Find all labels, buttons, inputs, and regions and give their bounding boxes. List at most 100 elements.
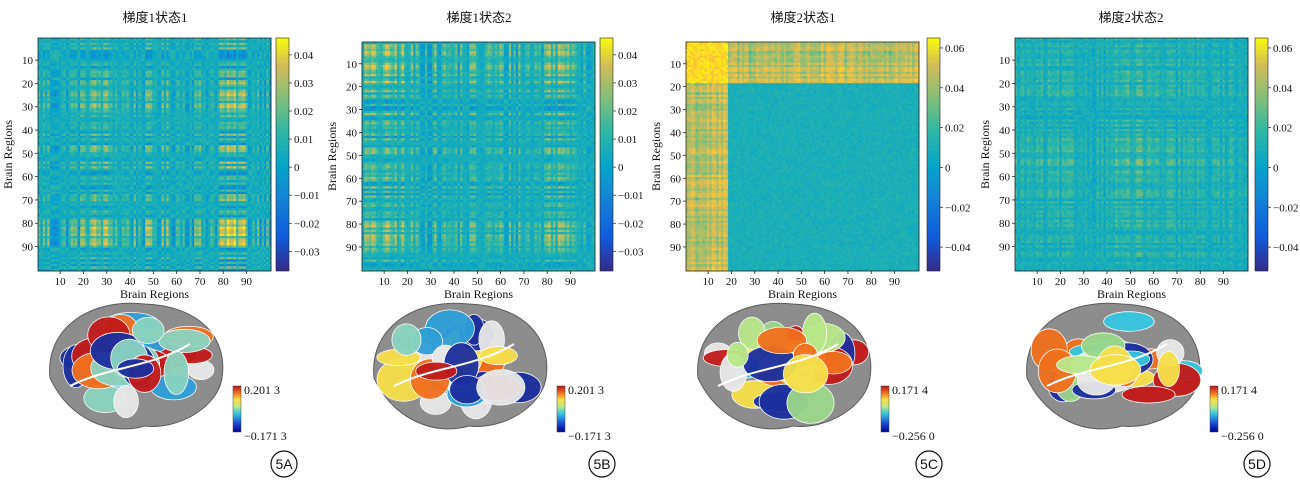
heatmap-cell — [103, 54, 106, 57]
heatmap-cell — [108, 47, 111, 50]
heatmap-cell — [61, 38, 64, 41]
heatmap-cell — [99, 38, 102, 41]
heatmap-cell — [155, 38, 158, 41]
heatmap-cell — [66, 43, 69, 46]
heatmap-cell — [145, 57, 148, 60]
heatmap-cell — [259, 57, 262, 60]
heatmap-cell — [245, 52, 248, 55]
heatmap-cell — [52, 57, 55, 60]
heatmap-cell — [243, 54, 246, 57]
heatmap-cell — [187, 54, 190, 57]
heatmap-cell — [38, 47, 41, 50]
heatmap-cell — [64, 54, 67, 57]
heatmap-cell — [138, 45, 141, 48]
heatmap-cell — [194, 50, 197, 53]
heatmap-cell — [143, 50, 146, 53]
heatmap-cell — [178, 47, 181, 50]
heatmap-cell — [136, 47, 139, 50]
heatmap-cell — [45, 50, 48, 53]
heatmap-cell — [61, 45, 64, 48]
heatmap-cell — [152, 52, 155, 55]
heatmap-cell — [185, 50, 188, 53]
heatmap-cell — [103, 47, 106, 50]
heatmap-cell — [250, 57, 253, 60]
heatmap-cell — [189, 54, 192, 57]
heatmap-cell — [145, 54, 148, 57]
heatmap-cell — [38, 52, 41, 55]
heatmap-cell — [127, 38, 130, 41]
heatmap-cell — [178, 57, 181, 60]
heatmap-cell — [122, 38, 125, 41]
heatmap-cell — [155, 43, 158, 46]
heatmap-cell — [171, 57, 174, 60]
heatmap-cell — [92, 45, 95, 48]
heatmap-cell — [38, 50, 41, 53]
heatmap-cell — [99, 47, 102, 50]
heatmap-cell — [141, 57, 144, 60]
heatmap-cell — [222, 57, 225, 60]
heatmap-cell — [134, 47, 137, 50]
heatmap-cell — [159, 50, 162, 53]
heatmap-cell — [106, 57, 109, 60]
heatmap-cell — [166, 57, 169, 60]
heatmap-cell — [255, 57, 258, 60]
heatmap-cell — [148, 40, 151, 43]
heatmap-cell — [71, 50, 74, 53]
heatmap-cell — [131, 50, 134, 53]
heatmap-cell — [138, 47, 141, 50]
heatmap-cell — [148, 50, 151, 53]
heatmap-cell — [115, 54, 118, 57]
heatmap-cell — [108, 59, 111, 62]
heatmap-cell — [134, 40, 137, 43]
heatmap-cell — [117, 40, 120, 43]
heatmap-cell — [257, 43, 260, 46]
heatmap-cell — [155, 52, 158, 55]
heatmap-cell — [71, 45, 74, 48]
heatmap-cell — [215, 45, 218, 48]
heatmap-cell — [136, 52, 139, 55]
heatmap-cell — [87, 40, 90, 43]
chart-panel-5A: 梯度1状态110 20 30 40 50 60 70 80 901020304050607080… — [1, 10, 320, 477]
heatmap-cell — [245, 45, 248, 48]
heatmap-cell — [220, 47, 223, 50]
heatmap-cell — [266, 57, 269, 60]
heatmap-cell — [185, 40, 188, 43]
heatmap-cell — [99, 40, 102, 43]
heatmap-cell — [43, 43, 46, 46]
heatmap-cell — [50, 40, 53, 43]
heatmap-cell — [150, 54, 153, 57]
heatmap-cell — [178, 52, 181, 55]
heatmap-cell — [178, 40, 181, 43]
heatmap-cell — [266, 40, 269, 43]
heatmap-cell — [143, 43, 146, 46]
heatmap-cell — [43, 59, 46, 62]
heatmap-cell — [71, 43, 74, 46]
heatmap-cell — [241, 43, 244, 46]
heatmap-cell — [210, 40, 213, 43]
heatmap-cell — [148, 57, 151, 60]
heatmap-cell — [208, 38, 211, 41]
heatmap-cell — [182, 57, 185, 60]
heatmap-cell — [92, 47, 95, 50]
heatmap-cell — [243, 45, 246, 48]
heatmap-cell — [120, 54, 123, 57]
heatmap-cell — [196, 47, 199, 50]
heatmap-cell — [213, 45, 216, 48]
heatmap-cell — [80, 54, 83, 57]
heatmap-cell — [192, 47, 195, 50]
heatmap-cell — [168, 54, 171, 57]
heatmap-cell — [120, 50, 123, 53]
heatmap-cell — [196, 54, 199, 57]
heatmap-cell — [124, 47, 127, 50]
heatmap-cell — [196, 45, 199, 48]
heatmap-cell — [187, 38, 190, 41]
heatmap-cell — [115, 38, 118, 41]
heatmap-cell — [187, 52, 190, 55]
heatmap-cell — [54, 47, 57, 50]
heatmap-cell — [145, 38, 148, 41]
heatmap-cell — [50, 45, 53, 48]
heatmap-cell — [134, 59, 137, 62]
heatmap-cell — [189, 43, 192, 46]
heatmap-matrix — [38, 38, 271, 271]
heatmap-cell — [106, 52, 109, 55]
